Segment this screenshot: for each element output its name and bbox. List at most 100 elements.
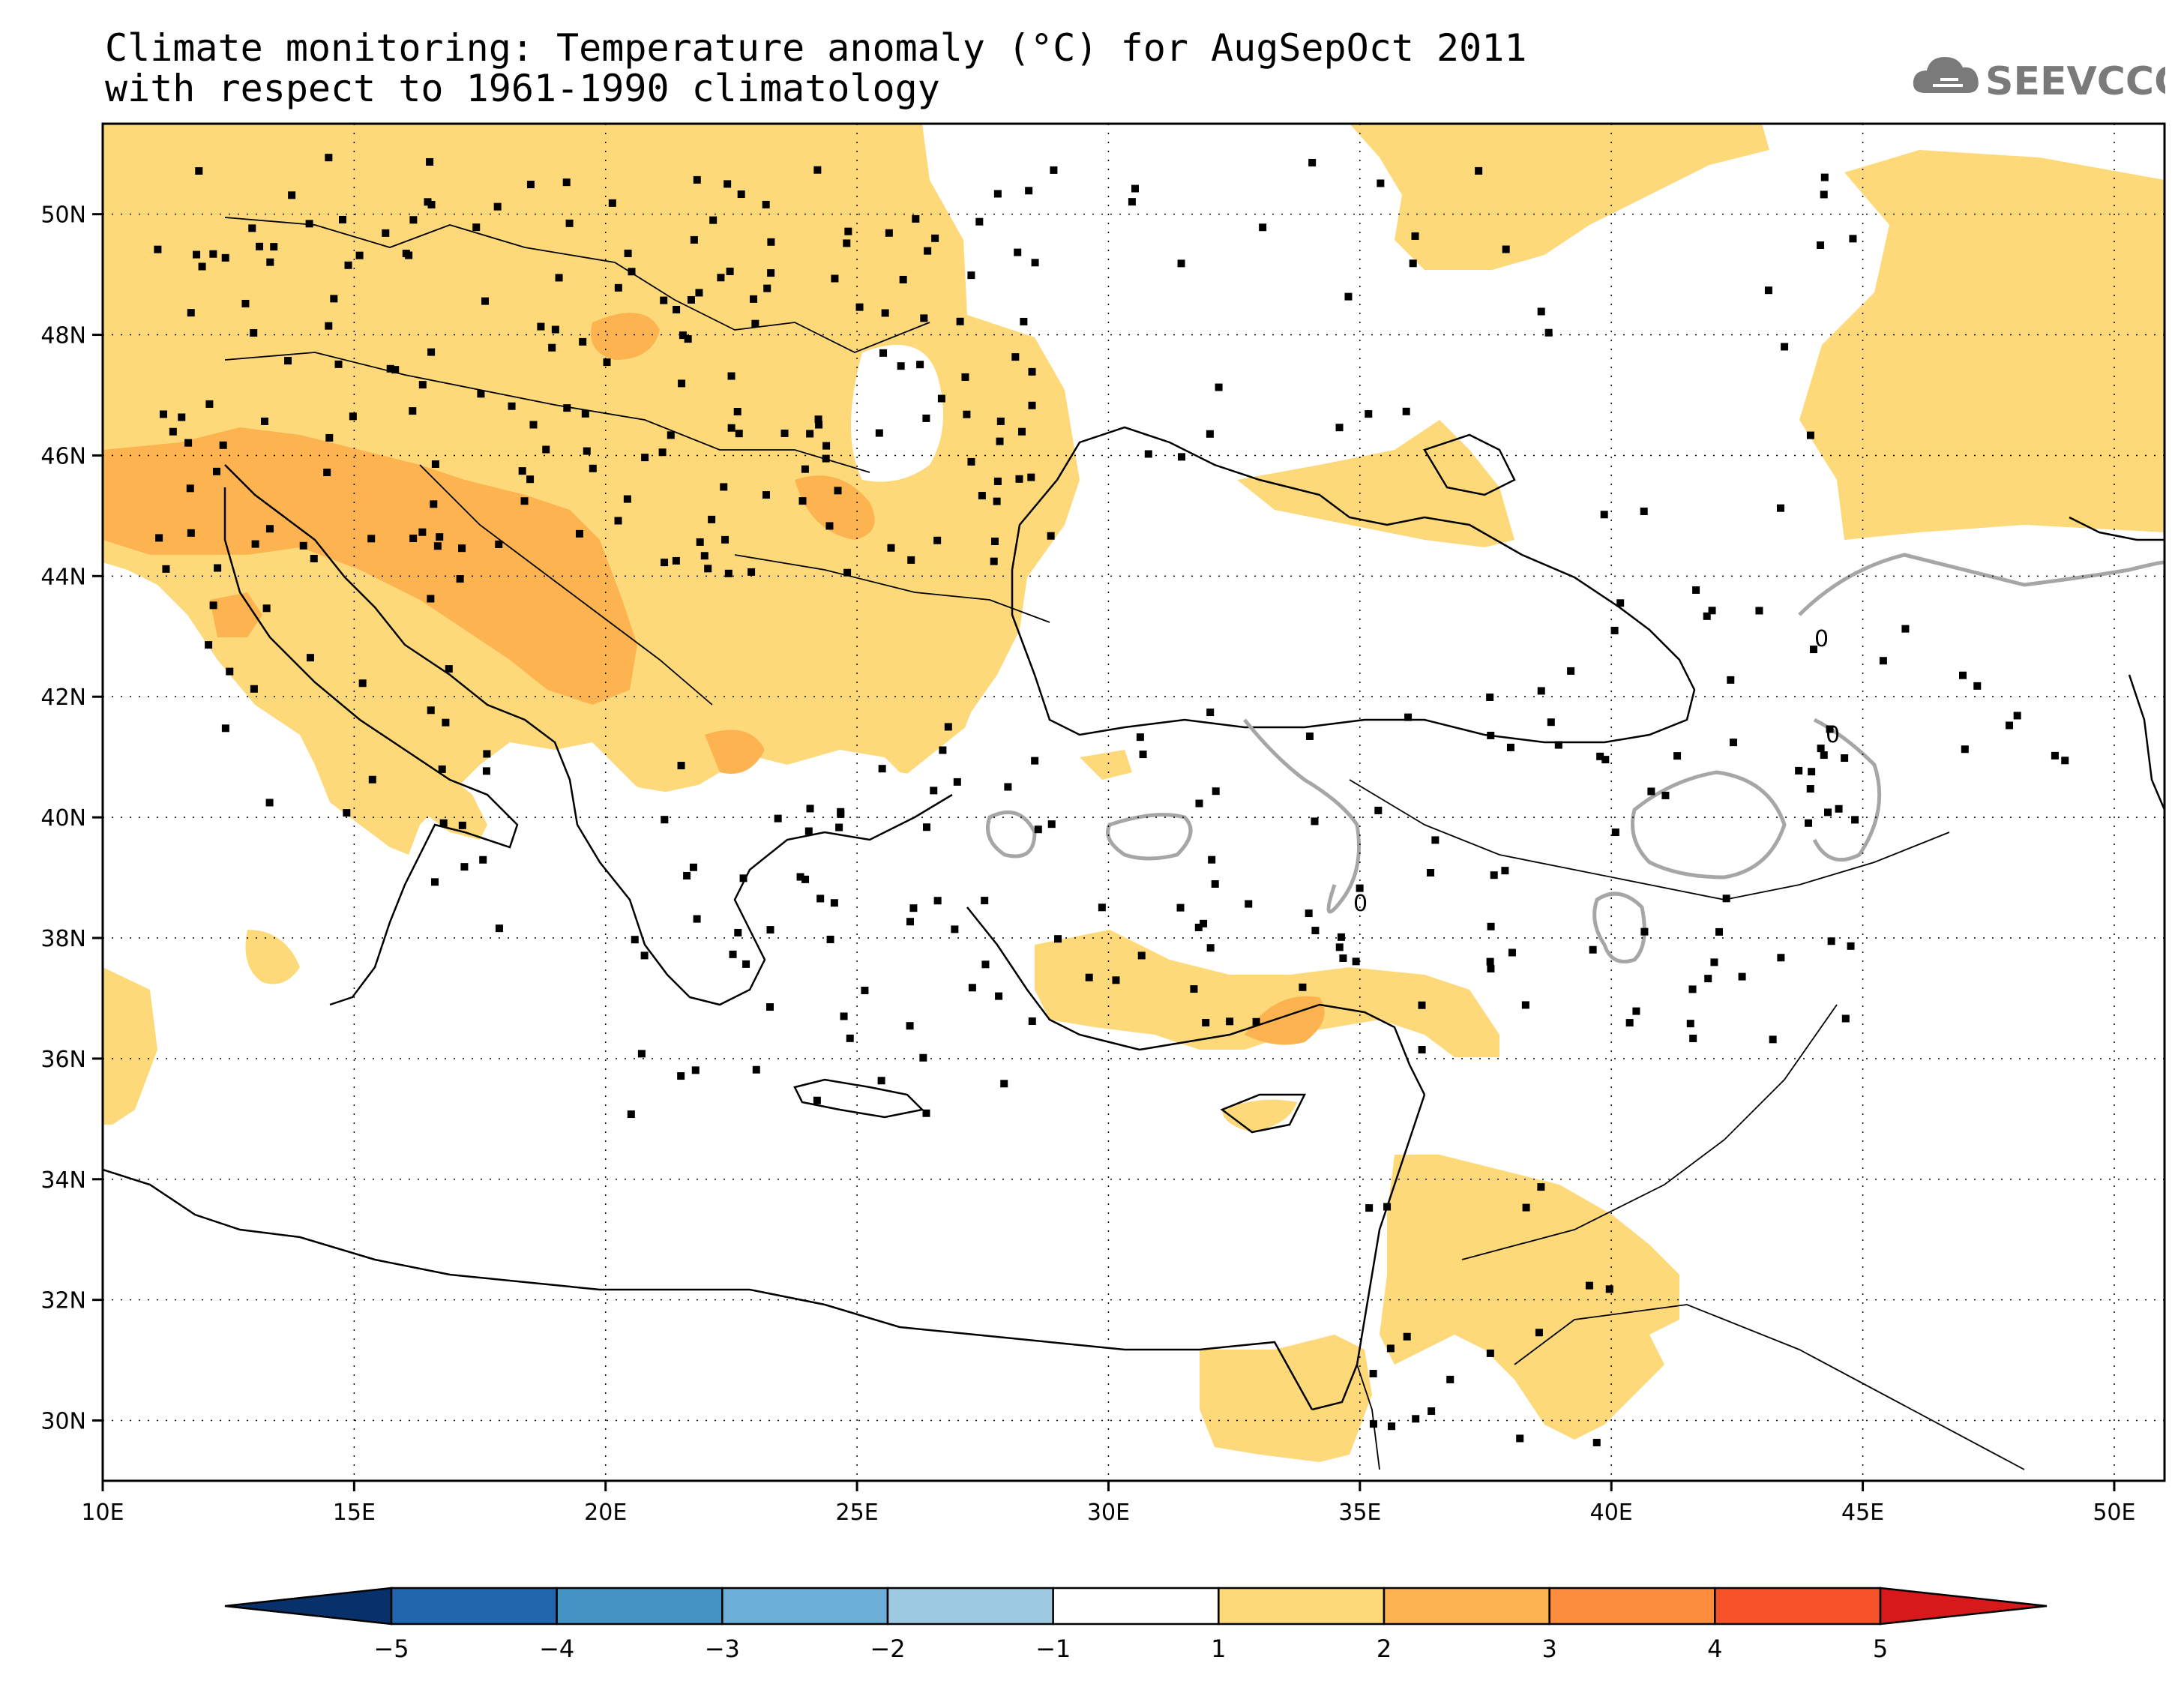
station-marker [1535, 1329, 1543, 1337]
station-marker [1178, 453, 1186, 461]
station-marker [562, 178, 571, 187]
station-marker [1098, 903, 1106, 912]
station-marker [724, 180, 732, 188]
station-marker [442, 718, 450, 727]
station-marker [221, 253, 229, 262]
station-marker [1352, 957, 1360, 966]
station-marker [154, 245, 162, 253]
colorbar-label: 4 [1707, 1635, 1722, 1663]
station-marker [816, 894, 825, 903]
station-marker [990, 557, 998, 565]
station-marker [1335, 943, 1344, 951]
station-marker [1522, 1203, 1530, 1212]
station-marker [885, 229, 893, 237]
colorbar-swatch [1548, 1587, 1716, 1626]
station-marker [762, 200, 770, 208]
station-marker [1000, 1080, 1008, 1088]
station-marker [1692, 586, 1700, 594]
y-tick-label: 46N [40, 443, 86, 469]
station-marker [709, 216, 718, 224]
station-marker [1446, 1375, 1455, 1383]
station-marker [1973, 682, 1982, 690]
station-marker [922, 1109, 930, 1117]
station-marker [747, 568, 756, 576]
station-marker [520, 497, 529, 505]
x-tick-label: 20E [584, 1500, 627, 1526]
station-marker [548, 343, 556, 352]
station-marker [672, 556, 680, 565]
station-marker [944, 723, 952, 731]
station-marker [250, 685, 258, 693]
station-marker [1388, 1422, 1396, 1431]
station-marker [250, 328, 258, 337]
station-marker [460, 863, 469, 871]
station-marker [1337, 933, 1345, 941]
station-marker [1017, 427, 1026, 436]
station-marker [1418, 1045, 1426, 1053]
x-tick-label: 15E [333, 1500, 376, 1526]
colorbar-extend-high [1879, 1587, 2048, 1626]
station-marker [1195, 799, 1203, 808]
station-marker [1764, 286, 1772, 295]
station-marker [439, 819, 448, 827]
zero-contour-cappadocia [1592, 891, 1646, 963]
station-marker [641, 454, 649, 462]
station-marker [967, 457, 975, 466]
anomaly-hole-aegean [555, 675, 1035, 885]
cyprus-coastline [1220, 1093, 1307, 1134]
colorbar-label: −3 [705, 1635, 740, 1663]
station-marker [424, 198, 432, 206]
station-marker [325, 154, 333, 162]
station-marker [430, 878, 439, 886]
station-marker [1211, 879, 1219, 888]
station-marker [178, 413, 186, 421]
colorbar-label: 1 [1211, 1635, 1226, 1663]
station-marker [537, 322, 545, 331]
map-axes: 10E 15E 20E 25E 30E 35E 40E 45E 50E 30N 32N 34N 36N 3… [40, 202, 2135, 1526]
station-marker [1879, 657, 1887, 665]
station-marker [922, 414, 930, 422]
station-marker [310, 555, 318, 563]
station-marker [551, 325, 559, 334]
station-marker [667, 431, 675, 439]
station-marker [661, 816, 669, 824]
station-marker [1004, 783, 1012, 791]
station-marker [1027, 473, 1035, 481]
station-marker [1847, 942, 1855, 950]
station-marker [1335, 424, 1344, 432]
station-marker [1386, 1344, 1395, 1353]
station-marker [241, 299, 250, 307]
station-marker [1710, 958, 1718, 966]
greece-coastline [576, 793, 953, 1006]
station-marker [214, 564, 222, 572]
colorbar-label: −2 [870, 1635, 905, 1663]
station-marker [184, 439, 193, 447]
station-marker [1028, 367, 1036, 376]
station-marker [1596, 752, 1604, 760]
station-marker [1308, 158, 1317, 166]
station-marker [325, 433, 334, 442]
y-tick-label: 48N [40, 323, 86, 349]
station-marker [693, 915, 701, 923]
colorbar-label: −1 [1035, 1635, 1071, 1663]
station-marker [742, 960, 750, 968]
x-tick-label: 25E [836, 1500, 879, 1526]
station-marker [798, 497, 807, 505]
station-marker [391, 366, 400, 374]
station-marker [1820, 173, 1829, 181]
station-marker [909, 904, 918, 912]
station-marker [877, 1077, 885, 1085]
station-marker [879, 349, 888, 357]
station-marker [209, 601, 217, 610]
station-marker [1411, 232, 1419, 240]
station-marker [1537, 307, 1545, 316]
station-marker [1820, 751, 1828, 760]
station-marker [409, 407, 417, 415]
station-marker [1356, 884, 1364, 892]
station-marker [1259, 223, 1267, 232]
anomaly-area-macedonia [705, 730, 765, 774]
station-marker [1311, 927, 1320, 935]
station-marker [1031, 259, 1039, 267]
north-africa-coastline [103, 1168, 1314, 1410]
x-tick-label: 45E [1841, 1500, 1884, 1526]
